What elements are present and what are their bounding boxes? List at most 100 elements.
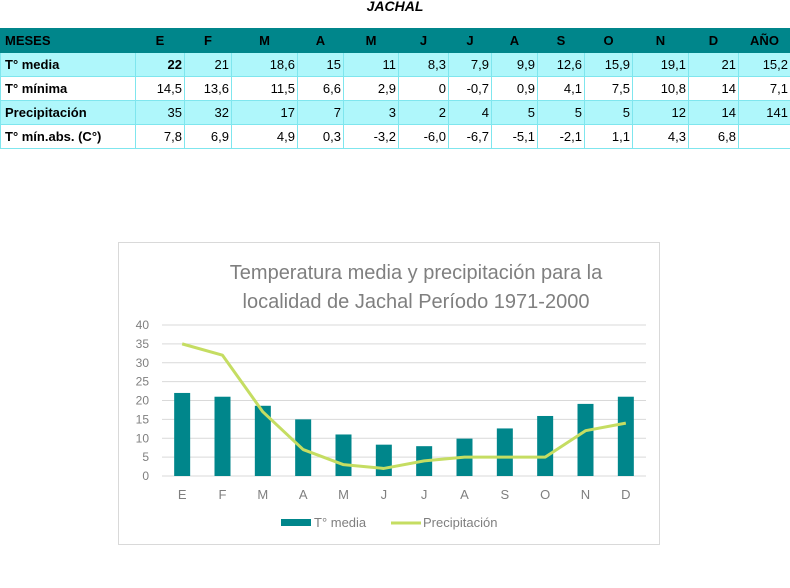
table-cell: 19,1 bbox=[632, 52, 689, 77]
legend-label: Precipitación bbox=[423, 515, 497, 530]
column-header: F bbox=[184, 28, 232, 53]
column-header: D bbox=[688, 28, 739, 53]
y-tick-label: 25 bbox=[136, 375, 150, 389]
row-label: T° media bbox=[0, 52, 136, 77]
table-cell: 21 bbox=[688, 52, 739, 77]
column-header: M bbox=[231, 28, 298, 53]
table-cell: 4,3 bbox=[632, 124, 689, 149]
x-tick-label: N bbox=[581, 487, 590, 502]
y-tick-label: 5 bbox=[142, 450, 149, 464]
bar bbox=[214, 396, 231, 476]
column-header: N bbox=[632, 28, 689, 53]
bar bbox=[335, 434, 352, 476]
column-header: J bbox=[448, 28, 492, 53]
bar bbox=[577, 403, 594, 476]
y-tick-label: 40 bbox=[136, 318, 150, 332]
row-label: T° mínima bbox=[0, 76, 136, 101]
table-cell: 14 bbox=[688, 100, 739, 125]
table-cell: 5 bbox=[584, 100, 633, 125]
column-header: O bbox=[584, 28, 633, 53]
table-cell: 7,8 bbox=[135, 124, 185, 149]
table-cell: 9,9 bbox=[491, 52, 538, 77]
table-cell: 4,1 bbox=[537, 76, 585, 101]
table-cell: 11 bbox=[343, 52, 399, 77]
table-cell: 7,9 bbox=[448, 52, 492, 77]
table-cell: 4,9 bbox=[231, 124, 298, 149]
table-cell: 5 bbox=[491, 100, 538, 125]
table-cell: 7,1 bbox=[738, 76, 790, 101]
table-cell: 141 bbox=[738, 100, 790, 125]
bar bbox=[254, 405, 271, 476]
table-cell: 2,9 bbox=[343, 76, 399, 101]
x-tick-label: J bbox=[381, 487, 388, 502]
x-tick-label: D bbox=[621, 487, 630, 502]
table-cell: 0 bbox=[398, 76, 449, 101]
column-header: A bbox=[491, 28, 538, 53]
x-tick-label: M bbox=[257, 487, 268, 502]
table-cell: 11,5 bbox=[231, 76, 298, 101]
chart-title: Temperatura media y precipitación para l… bbox=[230, 262, 603, 284]
column-header: M bbox=[343, 28, 399, 53]
table-cell: -0,7 bbox=[448, 76, 492, 101]
column-header: S bbox=[537, 28, 585, 53]
column-header: E bbox=[135, 28, 185, 53]
table-cell: -2,1 bbox=[537, 124, 585, 149]
table-cell: 13,6 bbox=[184, 76, 232, 101]
table-cell: 8,3 bbox=[398, 52, 449, 77]
table-cell: 12 bbox=[632, 100, 689, 125]
table-cell: 14,5 bbox=[135, 76, 185, 101]
table-cell: 22 bbox=[135, 52, 185, 77]
y-tick-label: 20 bbox=[136, 394, 150, 408]
x-tick-label: J bbox=[421, 487, 428, 502]
table-cell: 0,9 bbox=[491, 76, 538, 101]
table-cell: 6,8 bbox=[688, 124, 739, 149]
table-row: T° mínima 14,5 13,6 11,5 6,6 2,9 0 -0,7 0,9 4,1 7,… bbox=[0, 76, 790, 101]
y-tick-label: 10 bbox=[136, 431, 150, 445]
table-cell: 15,9 bbox=[584, 52, 633, 77]
table-cell: 15 bbox=[297, 52, 344, 77]
bar bbox=[375, 444, 392, 476]
x-tick-label: E bbox=[178, 487, 187, 502]
table-row: T° mín.abs. (C°) 7,8 6,9 4,9 0,3 -3,2 -6,0 -6,7… bbox=[0, 124, 790, 149]
table-cell: 3 bbox=[343, 100, 399, 125]
table-cell bbox=[738, 124, 790, 149]
bar bbox=[496, 428, 513, 476]
x-tick-label: S bbox=[500, 487, 509, 502]
climate-table: MESES E F M A M J J A S O N D AÑO T° media 22 21 18,6 15 11… bbox=[0, 28, 790, 149]
row-label: T° mín.abs. (C°) bbox=[0, 124, 136, 149]
table-cell: -3,2 bbox=[343, 124, 399, 149]
x-tick-label: M bbox=[338, 487, 349, 502]
table-row: T° media 22 21 18,6 15 11 8,3 7,9 9,9 12,6 15,9 19,… bbox=[0, 52, 790, 77]
y-tick-label: 0 bbox=[142, 469, 149, 483]
table-cell: 7 bbox=[297, 100, 344, 125]
x-tick-label: A bbox=[299, 487, 308, 502]
column-header: MESES bbox=[0, 28, 136, 53]
table-cell: 0,3 bbox=[297, 124, 344, 149]
table-cell: -5,1 bbox=[491, 124, 538, 149]
table-cell: 5 bbox=[537, 100, 585, 125]
bar bbox=[174, 392, 191, 476]
table-cell: -6,7 bbox=[448, 124, 492, 149]
column-header: AÑO bbox=[738, 28, 790, 53]
table-cell: 12,6 bbox=[537, 52, 585, 77]
table-cell: 10,8 bbox=[632, 76, 689, 101]
table-cell: 18,6 bbox=[231, 52, 298, 77]
chart-container: Temperatura media y precipitación para l… bbox=[118, 242, 660, 545]
y-tick-label: 35 bbox=[136, 337, 150, 351]
column-header: A bbox=[297, 28, 344, 53]
table-cell: 7,5 bbox=[584, 76, 633, 101]
page-title: JACHAL bbox=[366, 0, 424, 14]
chart-title: localidad de Jachal Período 1971-2000 bbox=[243, 291, 590, 313]
bar bbox=[537, 415, 554, 476]
table-cell: 2 bbox=[398, 100, 449, 125]
x-tick-label: F bbox=[219, 487, 227, 502]
table-cell: 6,6 bbox=[297, 76, 344, 101]
legend-swatch-bar bbox=[281, 519, 311, 526]
table-cell: 35 bbox=[135, 100, 185, 125]
table-cell: 15,2 bbox=[738, 52, 790, 77]
table-cell: 32 bbox=[184, 100, 232, 125]
legend-label: T° media bbox=[314, 515, 367, 530]
table-cell: 4 bbox=[448, 100, 492, 125]
precipitation-line bbox=[181, 342, 627, 470]
table-cell: 21 bbox=[184, 52, 232, 77]
